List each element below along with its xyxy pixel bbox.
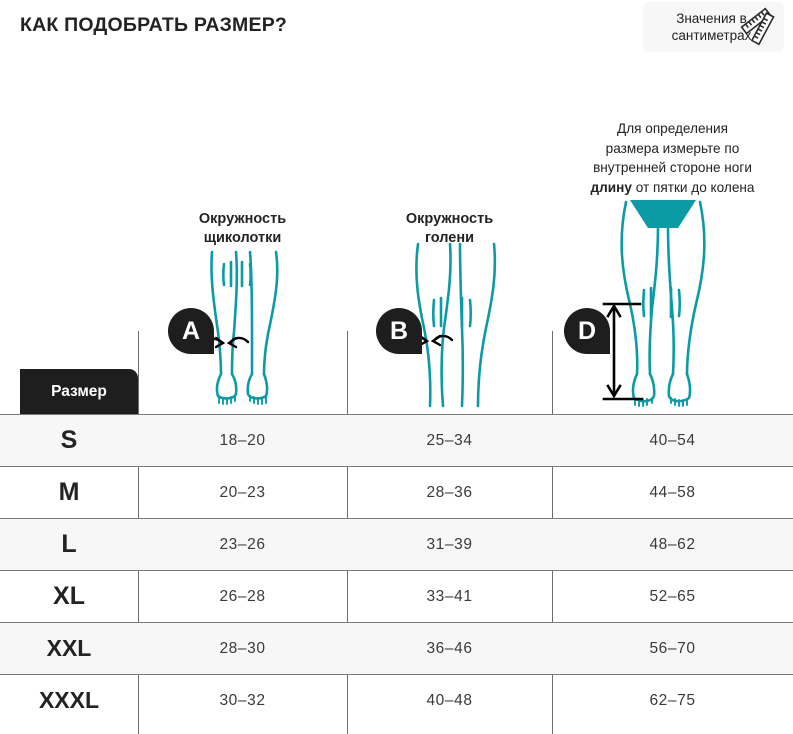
cell-size: XXL <box>0 622 138 675</box>
size-column-header-label: Размер <box>51 382 107 400</box>
units-badge-line2: сантиметрах <box>671 28 752 43</box>
page-title: КАК ПОДОБРАТЬ РАЗМЕР? <box>20 14 288 36</box>
cell-calf: 33–41 <box>426 587 473 605</box>
badge-b-letter: B <box>389 316 409 345</box>
column-note-length-line3: внутренней стороне ноги <box>593 160 752 175</box>
table-row: XXL 28–30 36–46 56–70 <box>0 622 793 675</box>
cell-calf: 25–34 <box>347 414 552 467</box>
column-title-calf-line1: Окружность <box>405 211 494 227</box>
column-note-length-line2: размера измерьте по <box>605 140 740 156</box>
cell-calf: 28–36 <box>426 483 473 501</box>
cell-length: 44–58 <box>649 483 696 501</box>
measurement-badge-d: D <box>564 308 610 354</box>
size-column-header: Размер <box>20 369 138 414</box>
column-note-length-line4: от пятки до колена <box>631 179 755 195</box>
cell-size: XL <box>53 582 85 610</box>
cell-length: 40–54 <box>552 414 793 467</box>
cell-ankle: 20–23 <box>219 483 266 501</box>
cell-calf: 31–39 <box>347 518 552 571</box>
column-title-ankle-line2: щиколотки <box>203 230 282 246</box>
measurement-badge-a: A <box>168 308 214 354</box>
units-badge-text: Значения в сантиметрах <box>672 10 756 44</box>
measurement-badge-b: B <box>376 308 422 354</box>
column-title-calf-line2: голени <box>424 230 475 246</box>
cell-size: XXXL <box>38 687 100 714</box>
cell-ankle: 30–32 <box>219 691 266 709</box>
cell-length: 52–65 <box>649 587 696 605</box>
column-note-length-line1: Для определения <box>616 121 728 136</box>
badge-b-notch <box>399 331 422 354</box>
table-row: XXXL 30–32 40–48 62–75 <box>0 675 793 727</box>
badge-d-notch <box>587 331 610 354</box>
badge-a-notch <box>191 331 214 354</box>
badge-a-letter: A <box>181 316 201 345</box>
cell-length: 56–70 <box>552 622 793 675</box>
column-title-ankle: Окружность щиколотки <box>138 210 347 248</box>
size-table-body: S 18–20 25–34 40–54 M 20–23 28–36 44–58 L 23–26 31… <box>0 414 793 727</box>
column-note-length: Для определения размера измерьте по внут… <box>552 119 793 197</box>
table-row: L 23–26 31–39 48–62 <box>0 518 793 571</box>
cell-length: 62–75 <box>649 691 696 709</box>
cell-size: S <box>0 414 138 467</box>
cell-ankle: 18–20 <box>138 414 347 467</box>
cell-length: 48–62 <box>552 518 793 571</box>
cell-size: L <box>0 518 138 571</box>
column-title-calf: Окружность голени <box>347 210 552 248</box>
leg-length-diagram <box>602 200 706 407</box>
cell-ankle: 26–28 <box>219 587 266 605</box>
units-badge: Значения в сантиметрах <box>643 2 784 52</box>
column-title-ankle-line1: Окружность <box>198 211 287 227</box>
ruler-icon <box>740 7 775 46</box>
size-table: S 18–20 25–34 40–54 M 20–23 28–36 44–58 L 23–26 31… <box>0 414 793 727</box>
units-badge-line1: Значения в <box>676 11 747 26</box>
table-row: XL 26–28 33–41 52–65 <box>0 571 793 623</box>
badge-d-letter: D <box>577 316 597 345</box>
cell-calf: 36–46 <box>347 622 552 675</box>
cell-calf: 40–48 <box>426 691 473 709</box>
ankle-diagram <box>202 250 279 405</box>
column-note-length-emphasis: длину <box>590 179 632 195</box>
cell-ankle: 28–30 <box>138 622 347 675</box>
cell-size: M <box>58 478 80 506</box>
table-row: S 18–20 25–34 40–54 <box>0 414 793 467</box>
table-row: M 20–23 28–36 44–58 <box>0 467 793 519</box>
calf-diagram <box>406 242 497 408</box>
cell-ankle: 23–26 <box>138 518 347 571</box>
